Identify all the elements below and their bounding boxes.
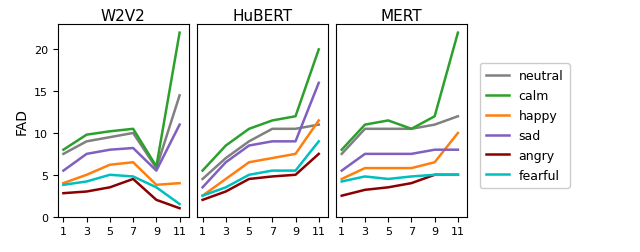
Legend: neutral, calm, happy, sad, angry, fearful: neutral, calm, happy, sad, angry, fearfu… <box>480 64 570 188</box>
Title: W2V2: W2V2 <box>101 9 146 24</box>
Y-axis label: FAD: FAD <box>14 108 28 134</box>
Title: HuBERT: HuBERT <box>232 9 292 24</box>
Title: MERT: MERT <box>381 9 422 24</box>
